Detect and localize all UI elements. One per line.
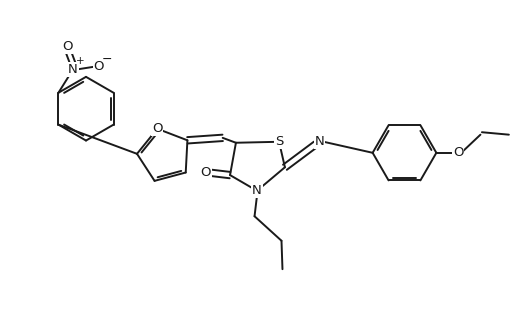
Text: N: N — [68, 63, 78, 76]
Text: O: O — [453, 146, 464, 159]
Text: −: − — [101, 53, 112, 66]
Text: O: O — [152, 122, 163, 135]
Text: O: O — [93, 60, 104, 73]
Text: S: S — [275, 135, 283, 148]
Text: O: O — [200, 166, 211, 179]
Text: +: + — [76, 56, 85, 66]
Text: O: O — [62, 40, 73, 53]
Text: N: N — [252, 184, 262, 197]
Text: N: N — [314, 135, 324, 148]
